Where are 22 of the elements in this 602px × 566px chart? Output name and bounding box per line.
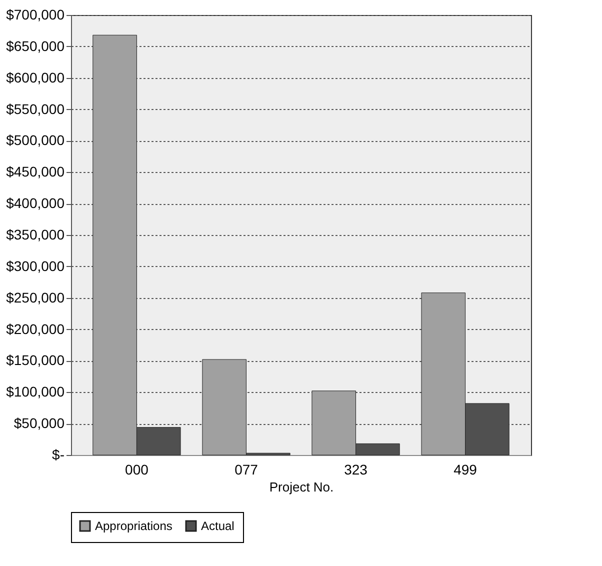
y-tick-label: $100,000 — [6, 384, 65, 400]
x-tick-label: 499 — [454, 462, 478, 478]
y-tick-label: $250,000 — [6, 289, 65, 306]
x-tick-label: 000 — [125, 462, 149, 478]
y-tick-label: $50,000 — [14, 415, 65, 432]
y-tick-label: $300,000 — [6, 258, 65, 274]
y-tick-label: $400,000 — [6, 195, 65, 212]
y-tick-label: $150,000 — [6, 352, 65, 368]
y-tick-label: $450,000 — [6, 164, 65, 180]
x-tick-label: 077 — [234, 462, 258, 478]
y-tick-label: $600,000 — [6, 69, 65, 86]
y-tick-label: $550,000 — [6, 100, 65, 117]
y-tick-label: $350,000 — [6, 226, 65, 242]
x-tick-label: 323 — [344, 462, 368, 478]
legend-label: Actual — [201, 519, 234, 533]
x-axis-title: Project No. — [269, 480, 334, 494]
y-tick-label: $200,000 — [6, 320, 65, 337]
legend-label: Appropriations — [95, 519, 172, 533]
y-tick-label: $500,000 — [6, 132, 65, 148]
y-tick-label: $- — [52, 446, 65, 462]
y-tick-label: $650,000 — [6, 38, 65, 54]
y-tick-label: $700,000 — [6, 6, 65, 22]
